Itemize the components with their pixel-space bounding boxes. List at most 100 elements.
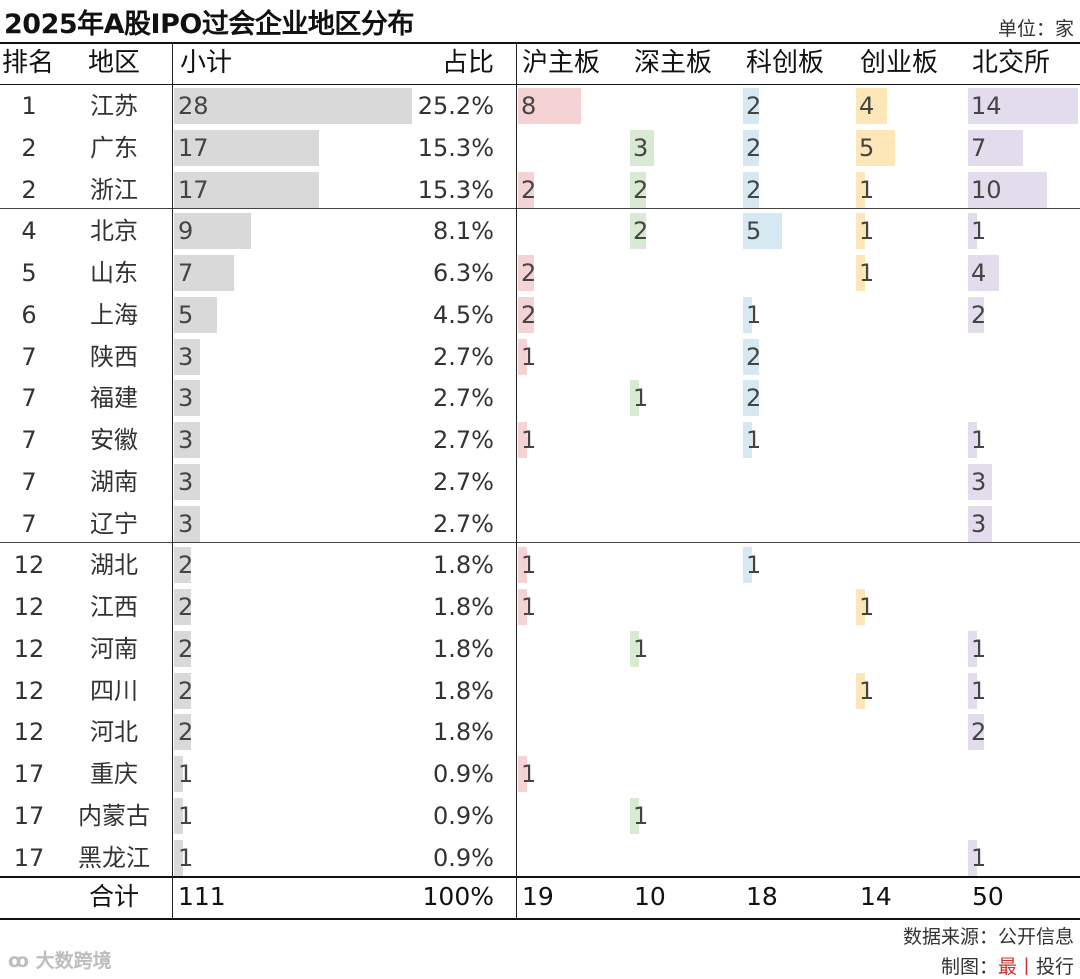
star-bar: [743, 88, 759, 124]
total-bar: [174, 296, 217, 333]
total-share: 100%: [422, 882, 494, 911]
sz-main-bar: [630, 630, 639, 667]
share-cell: 2.7%: [433, 342, 494, 371]
total-bse: 50: [972, 882, 1004, 911]
region-cell: 广东: [90, 133, 138, 162]
table-row: 17 黑龙江 1 0.9% 1: [0, 837, 1080, 879]
table-row: 4 北京 9 8.1% 2 5 1 1: [0, 210, 1080, 252]
total-value: 17: [178, 133, 209, 162]
table-row: 12 河北 2 1.8% 2: [0, 711, 1080, 753]
share-cell: 2.7%: [433, 384, 494, 413]
region-cell: 江西: [90, 593, 138, 621]
total-bar: [174, 463, 200, 500]
rank-cell: 7: [21, 467, 37, 496]
total-value: 3: [178, 342, 194, 371]
share-cell: 1.8%: [433, 551, 494, 580]
region-cell: 重庆: [90, 760, 138, 788]
column-divider-total: [172, 44, 173, 918]
header-region: 地区: [88, 48, 141, 78]
bse-bar: [968, 463, 992, 500]
total-value: 2: [178, 593, 194, 621]
header-rule: [0, 84, 1080, 85]
column-divider-boards: [516, 44, 517, 918]
table-row: 12 湖北 2 1.8% 1 1: [0, 544, 1080, 586]
sz-main-value: 2: [633, 175, 649, 204]
region-cell: 黑龙江: [78, 843, 150, 872]
region-cell: 上海: [90, 300, 138, 329]
bse-bar: [968, 88, 1078, 124]
region-cell: 河南: [90, 634, 138, 663]
star-bar: [743, 338, 759, 375]
region-cell: 福建: [90, 384, 138, 413]
sh-main-value: 1: [521, 551, 537, 580]
table-row: 12 河南 2 1.8% 1 1: [0, 628, 1080, 670]
total-value: 1: [178, 801, 194, 830]
chinext-value: 4: [859, 92, 875, 120]
rank-cell: 4: [21, 217, 37, 246]
rank-cell: 7: [21, 426, 37, 454]
table-top-rule: [0, 42, 1080, 44]
total-rule: [0, 876, 1080, 878]
region-cell: 四川: [90, 676, 138, 705]
star-value: 2: [746, 92, 762, 120]
chinext-value: 1: [859, 676, 875, 705]
region-cell: 浙江: [90, 175, 138, 204]
sh-main-bar: [518, 255, 534, 291]
chinext-bar: [856, 88, 887, 124]
star-bar: [743, 171, 759, 208]
chinext-value: 1: [859, 175, 875, 204]
region-cell: 湖北: [90, 551, 138, 580]
total-value: 3: [178, 467, 194, 496]
logo-text: 大数跨境: [35, 950, 112, 972]
chinext-bar: [856, 672, 865, 709]
sh-main-value: 2: [521, 259, 537, 287]
sh-main-bar: [518, 589, 527, 625]
table-row: 17 内蒙古 1 0.9% 1: [0, 795, 1080, 837]
rank-cell: 17: [13, 843, 45, 872]
bse-bar: [968, 213, 977, 250]
table-row: 12 四川 2 1.8% 1 1: [0, 670, 1080, 712]
total-star: 18: [746, 882, 778, 911]
rank-cell: 12: [13, 551, 45, 580]
total-value: 28: [178, 92, 209, 120]
share-cell: 6.3%: [433, 259, 494, 287]
share-cell: 1.8%: [433, 634, 494, 663]
rank-cell: 5: [21, 259, 37, 287]
total-value: 9: [178, 217, 194, 246]
share-cell: 1.8%: [433, 593, 494, 621]
share-cell: 15.3%: [417, 175, 494, 204]
sh-main-bar: [518, 88, 581, 124]
share-cell: 1.8%: [433, 718, 494, 747]
total-sh-main: 19: [522, 882, 554, 911]
header-chinext: 创业板: [860, 48, 939, 78]
sh-main-bar: [518, 171, 534, 208]
sh-main-value: 8: [521, 92, 537, 120]
star-value: 2: [746, 384, 762, 413]
chart-title: 2025年A股IPO过会企业地区分布: [4, 9, 414, 40]
table-row: 12 江西 2 1.8% 1 1: [0, 586, 1080, 628]
total-sum: 111: [178, 882, 226, 911]
star-bar: [743, 213, 782, 250]
total-value: 7: [178, 259, 194, 287]
table-row: 7 安徽 3 2.7% 1 1 1: [0, 419, 1080, 461]
star-bar: [743, 296, 752, 333]
header-rank: 排名: [2, 48, 55, 78]
header-total: 小计: [180, 48, 233, 78]
chinext-value: 5: [859, 133, 875, 162]
table-row: 7 福建 3 2.7% 1 2: [0, 377, 1080, 419]
rank-cell: 12: [13, 718, 45, 747]
total-sz-main: 10: [634, 882, 666, 911]
rank-cell: 7: [21, 384, 37, 413]
rank-cell: 17: [13, 760, 45, 788]
total-value: 1: [178, 843, 194, 872]
table-row: 7 辽宁 3 2.7% 3: [0, 503, 1080, 545]
sz-main-bar: [630, 171, 646, 208]
star-value: 1: [746, 300, 762, 329]
rank-cell: 2: [21, 133, 37, 162]
total-value: 3: [178, 509, 194, 538]
star-value: 1: [746, 426, 762, 454]
total-bar: [174, 630, 191, 667]
header-sz-main: 深主板: [634, 48, 713, 78]
region-cell: 江苏: [90, 92, 138, 120]
total-value: 2: [178, 676, 194, 705]
